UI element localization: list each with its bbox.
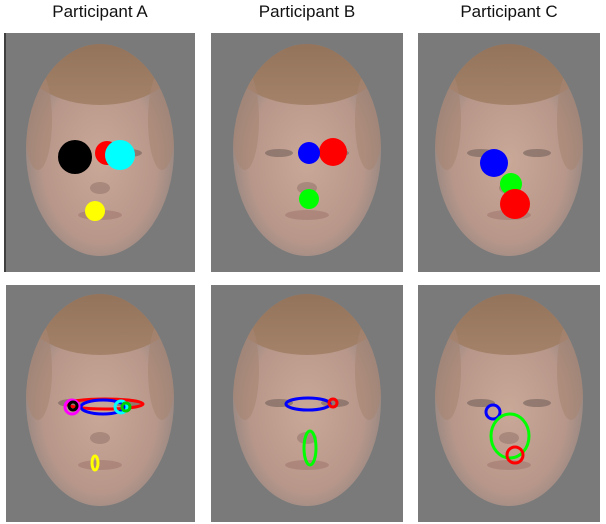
panel: [6, 255, 195, 522]
panel: [6, 5, 195, 272]
panel: [211, 5, 403, 272]
figure: Participant A Participant B Participant …: [0, 0, 606, 524]
column-title: Participant B: [259, 2, 355, 21]
panel: [418, 255, 600, 522]
panel: [211, 255, 403, 522]
panel: [418, 5, 600, 272]
column-title: Participant A: [52, 2, 148, 21]
column-title: Participant C: [460, 2, 557, 21]
